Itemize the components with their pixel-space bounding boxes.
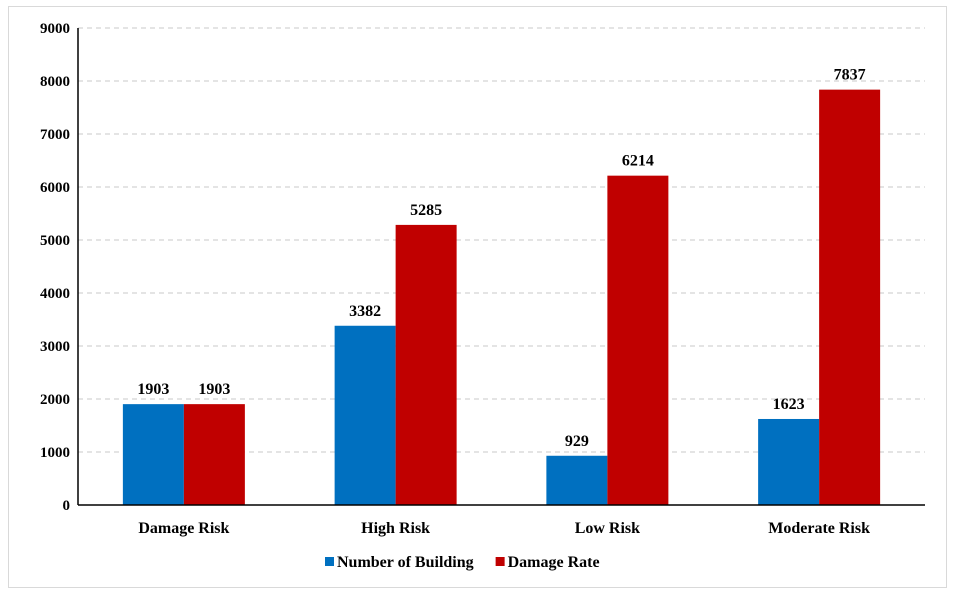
bar-number-of-building-high-risk <box>334 325 396 505</box>
bar-number-of-building-damage-risk <box>122 404 184 505</box>
bar-number-of-building-moderate-risk <box>758 418 820 505</box>
bar-damage-rate-high-risk <box>395 224 457 505</box>
legend: Number of Building Damage Rate <box>325 554 600 571</box>
data-label: 6214 <box>622 153 654 170</box>
y-tick-label: 8000 <box>40 74 70 90</box>
bars <box>122 89 881 505</box>
x-tick-label: High Risk <box>361 520 430 537</box>
data-label: 7837 <box>834 67 866 84</box>
data-label: 929 <box>565 433 589 450</box>
y-tick-label: 4000 <box>40 286 70 302</box>
data-label: 1623 <box>773 396 805 413</box>
data-label: 1903 <box>198 381 230 398</box>
bar-damage-rate-low-risk <box>607 175 669 505</box>
y-tick-label: 5000 <box>40 233 70 249</box>
y-tick-label: 7000 <box>40 127 70 143</box>
data-label: 3382 <box>349 303 381 320</box>
legend-swatch <box>495 557 505 566</box>
x-tick-labels: Damage Risk High Risk Low Risk Moderate Ris… <box>138 520 870 537</box>
axes <box>77 28 925 506</box>
y-tick-label: 6000 <box>40 180 70 196</box>
data-labels: 1903 1903 3382 5285 929 6214 1623 7837 <box>137 67 865 450</box>
y-tick-label: 9000 <box>40 21 70 37</box>
bar-damage-rate-moderate-risk <box>819 89 881 505</box>
legend-label: Damage Rate <box>508 554 600 571</box>
y-tick-label: 2000 <box>40 392 70 408</box>
x-tick-label: Damage Risk <box>138 520 229 537</box>
gridlines <box>78 27 925 453</box>
y-tick-label: 3000 <box>40 339 70 355</box>
y-tick-label: 1000 <box>40 445 70 461</box>
x-tick-label: Moderate Risk <box>768 520 870 537</box>
y-tick-labels: 0 1000 2000 3000 4000 5000 6000 7000 8000 9000 <box>40 21 70 514</box>
legend-label: Number of Building <box>337 554 474 571</box>
bar-number-of-building-low-risk <box>546 455 608 505</box>
data-label: 5285 <box>410 202 442 219</box>
data-label: 1903 <box>137 381 169 398</box>
x-tick-label: Low Risk <box>575 520 640 537</box>
bar-damage-rate-damage-risk <box>183 404 245 505</box>
legend-swatch <box>325 557 334 566</box>
y-tick-label: 0 <box>63 498 71 514</box>
